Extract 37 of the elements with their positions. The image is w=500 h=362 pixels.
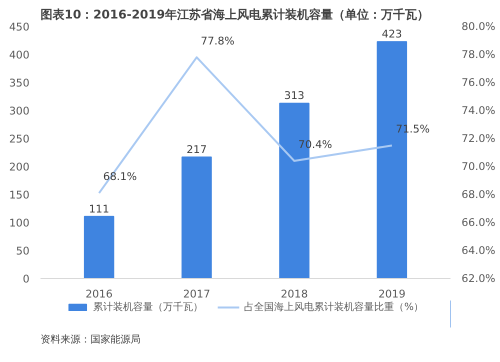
legend-label: 累计装机容量（万千瓦） bbox=[93, 300, 204, 314]
x-tick-label: 2016 bbox=[86, 288, 113, 300]
x-tick-label: 2017 bbox=[183, 288, 210, 300]
chart-title: 图表10：2016-2019年江苏省海上风电累计装机容量（单位：万千瓦） bbox=[40, 8, 429, 22]
line-series bbox=[98, 56, 393, 194]
legend-label: 占全国海上风电累计装机容量比重（%） bbox=[244, 300, 424, 314]
y-tick-label: 50 bbox=[16, 244, 30, 258]
bar bbox=[182, 156, 212, 278]
y2-tick-label: 72.0% bbox=[462, 132, 496, 145]
x-tick-label: 2018 bbox=[280, 288, 308, 300]
y2-tick-label: 74.0% bbox=[462, 104, 496, 117]
bar bbox=[84, 216, 114, 278]
y-tick-label: 0 bbox=[22, 272, 30, 286]
y2-tick-label: 64.0% bbox=[462, 244, 496, 257]
y2-tick-label: 80.0% bbox=[462, 20, 496, 33]
y-tick-label: 300 bbox=[9, 104, 30, 118]
y-tick-label: 100 bbox=[9, 216, 30, 230]
y2-tick-label: 76.0% bbox=[462, 76, 496, 89]
y-tick-label: 400 bbox=[9, 48, 30, 62]
y-tick-label: 450 bbox=[9, 20, 30, 34]
y-tick-label: 200 bbox=[9, 160, 30, 174]
data-label: 423 bbox=[382, 28, 402, 41]
y2-tick-label: 70.0% bbox=[462, 160, 496, 173]
data-label: 111 bbox=[88, 202, 110, 216]
data-label: 77.8% bbox=[200, 34, 235, 48]
data-label: 68.1% bbox=[103, 170, 137, 184]
y-tick-label: 250 bbox=[9, 132, 30, 146]
text: 资料来源：国家能源局 bbox=[40, 334, 140, 346]
y2-tick-label: 62.0% bbox=[462, 272, 496, 285]
y2-tick-label: 68.0% bbox=[462, 188, 496, 201]
y-tick-label: 350 bbox=[9, 76, 30, 90]
data-label: 217 bbox=[186, 142, 207, 156]
y2-tick-label: 78.0% bbox=[462, 48, 496, 61]
data-label: 313 bbox=[284, 89, 304, 102]
x-tick-label: 2019 bbox=[378, 288, 406, 300]
y2-tick-label: 66.0% bbox=[462, 216, 496, 229]
y-tick-label: 150 bbox=[9, 188, 30, 202]
